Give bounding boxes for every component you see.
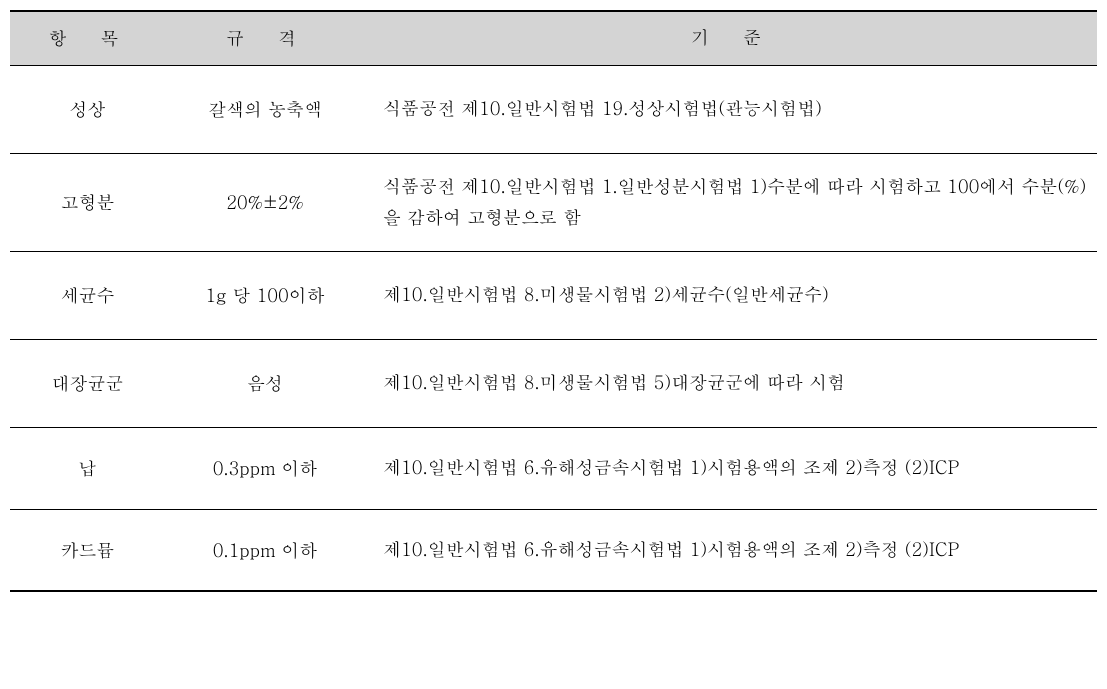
header-spec: 규 격 bbox=[165, 14, 365, 63]
table-row: 카드뮴 0.1ppm 이하 제10.일반시험법 6.유해성금속시험법 1)시험용… bbox=[10, 510, 1097, 592]
cell-item: 고형분 bbox=[10, 178, 165, 227]
cell-spec: 0.1ppm 이하 bbox=[165, 526, 365, 575]
cell-standard: 제10.일반시험법 6.유해성금속시험법 1)시험용액의 조제 2)측정 (2)… bbox=[365, 523, 1097, 578]
table-row: 성상 갈색의 농축액 식품공전 제10.일반시험법 19.성상시험법(관능시험법… bbox=[10, 66, 1097, 154]
cell-standard: 제10.일반시험법 8.미생물시험법 5)대장균군에 따라 시험 bbox=[365, 356, 1097, 411]
cell-item: 카드뮴 bbox=[10, 526, 165, 575]
cell-spec: 1g 당 100이하 bbox=[165, 271, 365, 320]
cell-spec: 음성 bbox=[165, 359, 365, 408]
cell-item: 납 bbox=[10, 444, 165, 493]
table-row: 납 0.3ppm 이하 제10.일반시험법 6.유해성금속시험법 1)시험용액의… bbox=[10, 428, 1097, 510]
cell-item: 성상 bbox=[10, 85, 165, 134]
cell-spec: 20%±2% bbox=[165, 178, 365, 227]
header-item: 항 목 bbox=[10, 14, 165, 63]
table-row: 대장균군 음성 제10.일반시험법 8.미생물시험법 5)대장균군에 따라 시험 bbox=[10, 340, 1097, 428]
cell-spec: 갈색의 농축액 bbox=[165, 85, 365, 134]
cell-standard: 제10.일반시험법 6.유해성금속시험법 1)시험용액의 조제 2)측정 (2)… bbox=[365, 441, 1097, 496]
cell-item: 대장균군 bbox=[10, 359, 165, 408]
table-header-row: 항 목 규 격 기 준 bbox=[10, 10, 1097, 66]
table-row: 고형분 20%±2% 식품공전 제10.일반시험법 1.일반성분시험법 1)수분… bbox=[10, 154, 1097, 252]
specification-table: 항 목 규 격 기 준 성상 갈색의 농축액 식품공전 제10.일반시험법 19… bbox=[10, 10, 1097, 592]
cell-standard: 식품공전 제10.일반시험법 19.성상시험법(관능시험법) bbox=[365, 82, 1097, 137]
cell-item: 세균수 bbox=[10, 271, 165, 320]
cell-standard: 식품공전 제10.일반시험법 1.일반성분시험법 1)수분에 따라 시험하고 1… bbox=[365, 160, 1097, 245]
table-row: 세균수 1g 당 100이하 제10.일반시험법 8.미생물시험법 2)세균수(… bbox=[10, 252, 1097, 340]
header-standard: 기 준 bbox=[365, 11, 1097, 66]
cell-spec: 0.3ppm 이하 bbox=[165, 444, 365, 493]
cell-standard: 제10.일반시험법 8.미생물시험법 2)세균수(일반세균수) bbox=[365, 268, 1097, 323]
